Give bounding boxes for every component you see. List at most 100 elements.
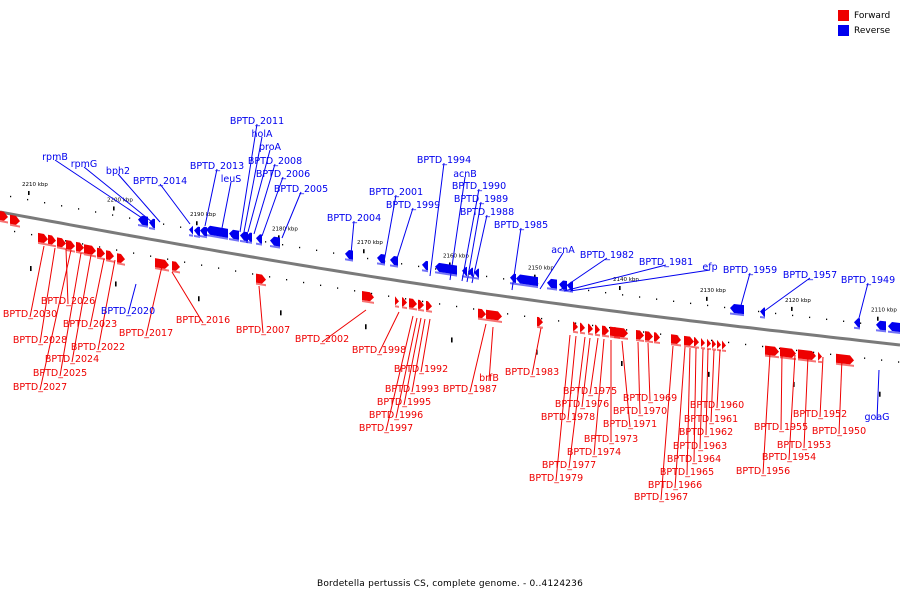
scale-tick-minor-lower — [133, 252, 135, 254]
forward-gene-shape — [97, 247, 105, 258]
forward-gene-shape — [38, 232, 48, 243]
forward-gene-shape — [684, 335, 694, 346]
gene-label: BPTD_1967 — [634, 492, 688, 503]
gene-label: BPTD_1988 — [460, 207, 514, 218]
forward-gene — [818, 351, 822, 364]
gene-label: rpmG — [71, 159, 98, 170]
reverse-gene-shape — [345, 249, 353, 260]
scale-tick-minor — [673, 300, 675, 302]
forward-gene-shape — [426, 300, 432, 311]
legend: Forward Reverse — [838, 8, 890, 38]
scale-tick-major — [363, 249, 365, 254]
gene-label: BPTD_2016 — [176, 315, 230, 326]
forward-gene-shadow — [798, 358, 816, 363]
forward-gene-shape — [765, 345, 779, 356]
forward-gene-shape — [84, 244, 96, 255]
reverse-gene — [189, 225, 193, 237]
forward-gene — [636, 330, 644, 343]
forward-gene — [694, 337, 699, 349]
scale-tick-minor-lower — [337, 287, 339, 289]
scale-tick-label: 2150 kbp — [528, 266, 554, 272]
scale-tick-minor-lower — [796, 349, 798, 352]
scale-tick-minor-lower — [711, 339, 713, 342]
reverse-gene-shadow — [377, 262, 385, 266]
forward-gene-shape — [614, 327, 628, 338]
leader-line — [395, 317, 418, 419]
leader-line — [803, 355, 809, 449]
leader-line — [705, 348, 709, 436]
scale-tick-major-lower — [708, 371, 710, 377]
forward-gene-shape — [573, 321, 578, 331]
scale-tick-minor-lower — [354, 290, 356, 292]
scale-tick-minor-lower — [167, 258, 169, 260]
forward-gene-shadow — [172, 270, 180, 274]
leader-line — [39, 249, 72, 391]
scale-tick-minor — [367, 257, 369, 260]
leader-line — [699, 348, 704, 450]
forward-gene-shadow — [573, 330, 578, 334]
reverse-gene-shadow — [149, 227, 155, 231]
gene-label: acnA — [551, 245, 575, 256]
forward-gene — [0, 211, 8, 224]
scale-tick-label: 2140 kbp — [613, 277, 639, 283]
forward-gene-shape — [595, 324, 600, 334]
leader-line — [559, 257, 608, 291]
forward-gene-shape — [117, 253, 125, 264]
scale-tick-minor — [418, 265, 420, 268]
scale-tick-minor-lower — [864, 357, 866, 359]
scale-tick-minor — [724, 306, 726, 309]
forward-gene — [707, 338, 711, 351]
forward-gene-shadow — [57, 246, 66, 251]
forward-gene-shape — [256, 273, 266, 284]
scale-tick-minor — [860, 322, 862, 324]
scale-tick-major — [619, 286, 621, 291]
reverse-gene-shadow — [206, 234, 228, 240]
scale-tick-minor — [316, 249, 318, 252]
reverse-gene-shadow — [468, 276, 473, 279]
forward-gene — [671, 334, 681, 347]
leader-line — [258, 285, 264, 334]
forward-gene — [588, 323, 593, 336]
leader-line — [838, 357, 843, 435]
leader-line — [221, 181, 232, 229]
gene-label: BPTD_2001 — [369, 187, 423, 198]
forward-gene-shape — [707, 338, 711, 348]
scale-tick-major — [449, 262, 451, 267]
forward-gene — [418, 299, 424, 312]
forward-gene-shadow — [0, 220, 8, 224]
gene-label: BPTD_1993 — [385, 384, 439, 395]
gene-label: brfB — [479, 373, 499, 384]
gene-label: BPTD_1966 — [648, 480, 702, 491]
forward-gene-shape — [478, 308, 486, 319]
gene-label: BPTD_1971 — [603, 419, 657, 430]
forward-gene-shadow — [671, 343, 681, 347]
scale-tick-minor-lower — [184, 261, 186, 263]
gene-label: BPTD_2023 — [63, 319, 117, 330]
reverse-gene — [468, 267, 473, 279]
scale-tick-minor-lower — [643, 331, 645, 333]
reverse-gene-shadow — [854, 326, 860, 330]
reverse-gene-shadow — [422, 269, 428, 273]
reverse-gene-shape — [559, 280, 567, 290]
scale-tick-minor — [333, 252, 335, 254]
reverse-gene-shadow — [200, 235, 207, 239]
reverse-gene-shadow — [435, 271, 457, 277]
scale-tick-minor — [656, 298, 658, 300]
scale-tick-minor — [129, 217, 131, 219]
leader-line — [469, 323, 487, 393]
scale-tick-minor-lower — [881, 359, 883, 361]
forward-gene-shadow — [395, 305, 399, 308]
scale-tick-minor-lower — [507, 313, 509, 315]
forward-gene-shadow — [602, 334, 609, 338]
forward-gene-shadow — [106, 259, 114, 263]
forward-gene-shape — [671, 334, 681, 345]
forward-gene-shadow — [486, 318, 502, 323]
gene-label: BPTD_1985 — [494, 220, 548, 231]
scale-tick-minor-lower — [575, 322, 577, 324]
gene-label: BPTD_1981 — [639, 257, 693, 268]
leader-line — [531, 327, 542, 376]
forward-gene-shadow — [97, 256, 105, 261]
scale-tick-minor — [758, 310, 760, 313]
gene-label: BPTD_1983 — [505, 367, 559, 378]
reverse-gene-shadow — [229, 238, 239, 242]
